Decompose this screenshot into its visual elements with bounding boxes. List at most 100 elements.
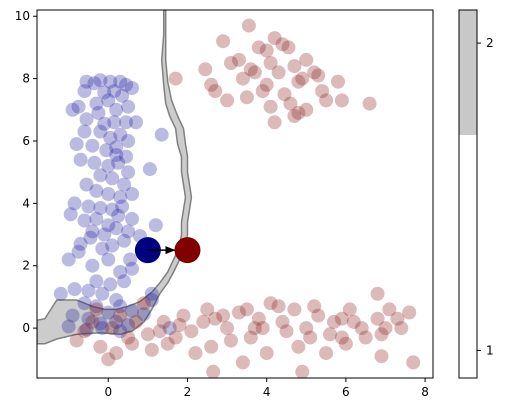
series-2-point	[184, 324, 199, 339]
series-1-point	[101, 158, 116, 173]
series-1-point	[87, 155, 102, 170]
series-1-point	[154, 127, 169, 142]
series-2-point	[243, 62, 258, 77]
x-axis: 0 2 4 6 8	[104, 378, 429, 399]
series-2-point	[402, 305, 417, 320]
colorbar-tick-label: 2	[486, 36, 494, 50]
series-1-point	[97, 116, 112, 131]
series-1-point	[65, 102, 80, 117]
series-2-point	[156, 314, 171, 329]
series-1-point	[142, 162, 157, 177]
series-1-point	[109, 102, 124, 117]
series-1-point	[121, 134, 136, 148]
series-1-point	[99, 143, 114, 158]
series-2-point	[255, 84, 270, 99]
series-1-point	[113, 74, 128, 89]
series-2-point	[275, 37, 290, 52]
series-2-point	[271, 299, 286, 314]
series-2-point	[307, 299, 322, 314]
series-1-point	[119, 77, 134, 92]
series-2-point	[334, 330, 349, 345]
series-1-point	[87, 76, 102, 91]
series-1-point	[73, 236, 88, 251]
series-2-point	[196, 314, 211, 329]
x-tick-label: 8	[421, 385, 429, 399]
series-2-point	[287, 302, 302, 317]
series-2-point	[267, 115, 282, 130]
series-1-point	[69, 137, 84, 152]
series-1-point	[97, 85, 112, 100]
series-2-point	[251, 40, 266, 55]
series-1-point	[85, 258, 100, 273]
series-1-point	[95, 241, 110, 256]
series-2-point	[109, 346, 124, 361]
y-tick-label: 2	[22, 259, 30, 273]
highlight-layer	[134, 237, 201, 264]
series-2-point	[311, 68, 326, 83]
series-1-point	[77, 84, 92, 99]
series-2-point	[172, 318, 187, 332]
series-2-point	[168, 71, 183, 86]
colorbar-lower	[459, 135, 477, 378]
series-1-point	[93, 201, 108, 215]
decision-boundary-band	[37, 10, 193, 345]
series-1-point	[109, 221, 124, 236]
series-1-point	[71, 99, 86, 114]
series-1-point	[95, 286, 110, 301]
series-2-point	[315, 84, 330, 99]
series-2-point	[299, 321, 314, 336]
series-2-point	[275, 314, 290, 329]
series-2-point	[77, 324, 92, 339]
series-1-point	[93, 316, 108, 331]
series-2-point	[327, 314, 341, 329]
x-tick-label: 4	[263, 385, 271, 399]
series-1-point	[93, 168, 108, 183]
series-1-point	[113, 190, 128, 205]
series-1-point	[107, 84, 122, 99]
series-2-point	[220, 93, 235, 108]
x-tick-label: 2	[184, 385, 192, 399]
series-2-point	[390, 311, 405, 326]
series-1-point	[101, 305, 116, 320]
series-2-point	[263, 296, 278, 311]
end-marker	[174, 237, 201, 264]
x-tick-label: 0	[104, 385, 112, 399]
y-tick-label: 10	[15, 9, 30, 23]
series-2-point	[251, 311, 266, 326]
series-2-point	[287, 59, 302, 74]
series-2-point	[247, 65, 262, 80]
boundary-region	[37, 10, 193, 345]
series-2-point	[204, 77, 219, 92]
series-2-point	[208, 84, 223, 99]
series-1-point	[81, 199, 96, 214]
series-2-point	[89, 302, 104, 317]
series-2-point	[176, 308, 191, 323]
series-2-point	[406, 355, 421, 370]
series-1-point	[89, 183, 104, 198]
series-2-point	[259, 346, 274, 361]
series-2-point	[277, 87, 292, 102]
series-1-point	[77, 296, 92, 311]
series-2-point	[338, 336, 353, 351]
series-2-point	[307, 65, 322, 80]
series-2-point	[271, 65, 286, 80]
series-1-point	[79, 112, 94, 127]
series-2-point	[105, 321, 120, 336]
series-2-point	[160, 336, 175, 351]
series-2-point	[323, 327, 337, 342]
series-2-point	[224, 333, 238, 348]
series-1-point	[79, 74, 94, 89]
x-tick-label: 6	[342, 385, 350, 399]
series-1-point	[89, 274, 104, 289]
series-2-point	[283, 96, 298, 111]
series-1-point	[53, 286, 68, 301]
series-1-point	[89, 96, 104, 111]
series-2-point	[374, 349, 389, 364]
series-1-point	[91, 105, 106, 120]
series-2-point	[263, 99, 278, 114]
series-1-point	[113, 127, 128, 142]
colorbar-tick-label: 1	[486, 343, 494, 357]
series-2-point	[239, 90, 254, 105]
